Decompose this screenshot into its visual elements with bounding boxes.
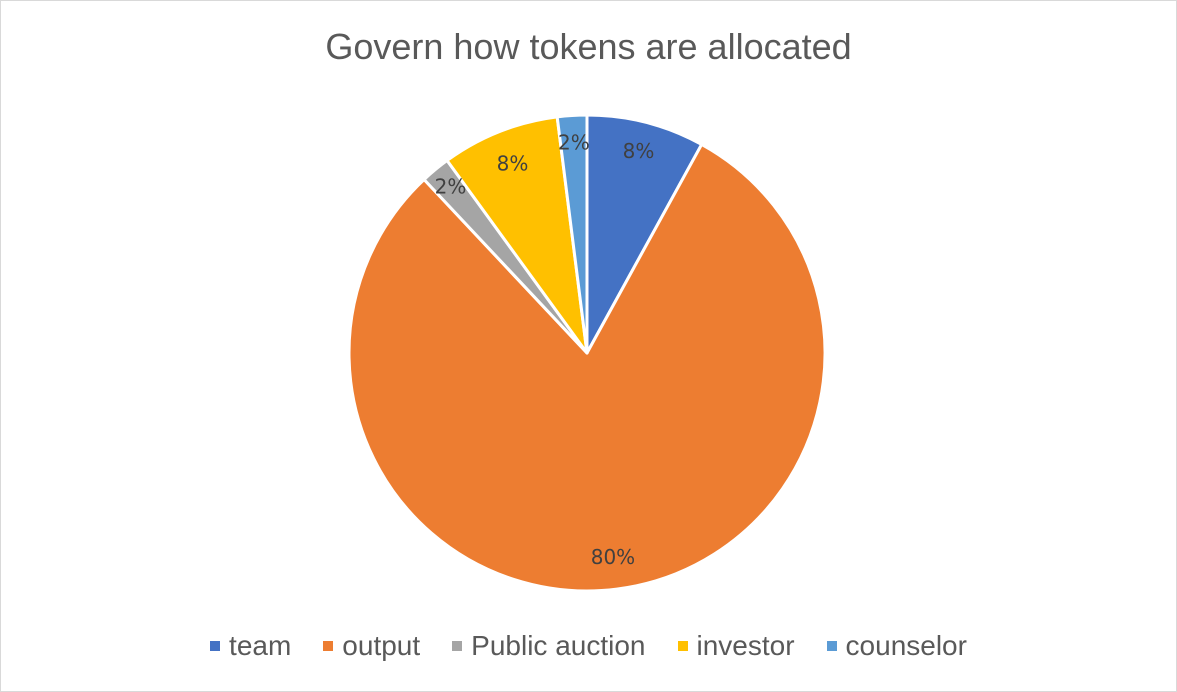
legend-label: Public auction xyxy=(471,630,646,661)
legend-swatch xyxy=(677,641,688,651)
legend-item-public-auction: Public auction xyxy=(452,630,646,662)
data-label-counselor: 2% xyxy=(558,130,590,154)
chart-title: Govern how tokens are allocated xyxy=(325,26,852,67)
data-label-team: 8% xyxy=(623,139,655,163)
legend-swatch xyxy=(210,641,221,651)
legend-item-investor: investor xyxy=(677,630,795,662)
pie-slice-investor xyxy=(445,115,589,355)
legend-item-counselor: counselor xyxy=(826,630,967,662)
legend-item-team: team xyxy=(210,630,291,662)
legend-label: output xyxy=(342,630,421,661)
data-label-output: 80% xyxy=(591,545,635,569)
legend-label: investor xyxy=(696,630,795,661)
pie-slice-counselor xyxy=(555,113,589,355)
legend-swatch xyxy=(323,641,334,651)
pie-slice-output xyxy=(347,142,827,593)
data-label-public-auction: 2% xyxy=(435,174,467,198)
legend-swatch xyxy=(452,641,463,651)
legend-swatch xyxy=(826,641,837,651)
legend-label: counselor xyxy=(845,630,967,661)
pie-slice-team xyxy=(585,113,704,355)
legend: team output Public auction investor counselo… xyxy=(0,630,1177,662)
legend-label: team xyxy=(229,630,292,661)
data-label-investor: 8% xyxy=(497,151,529,175)
legend-item-output: output xyxy=(323,630,420,662)
